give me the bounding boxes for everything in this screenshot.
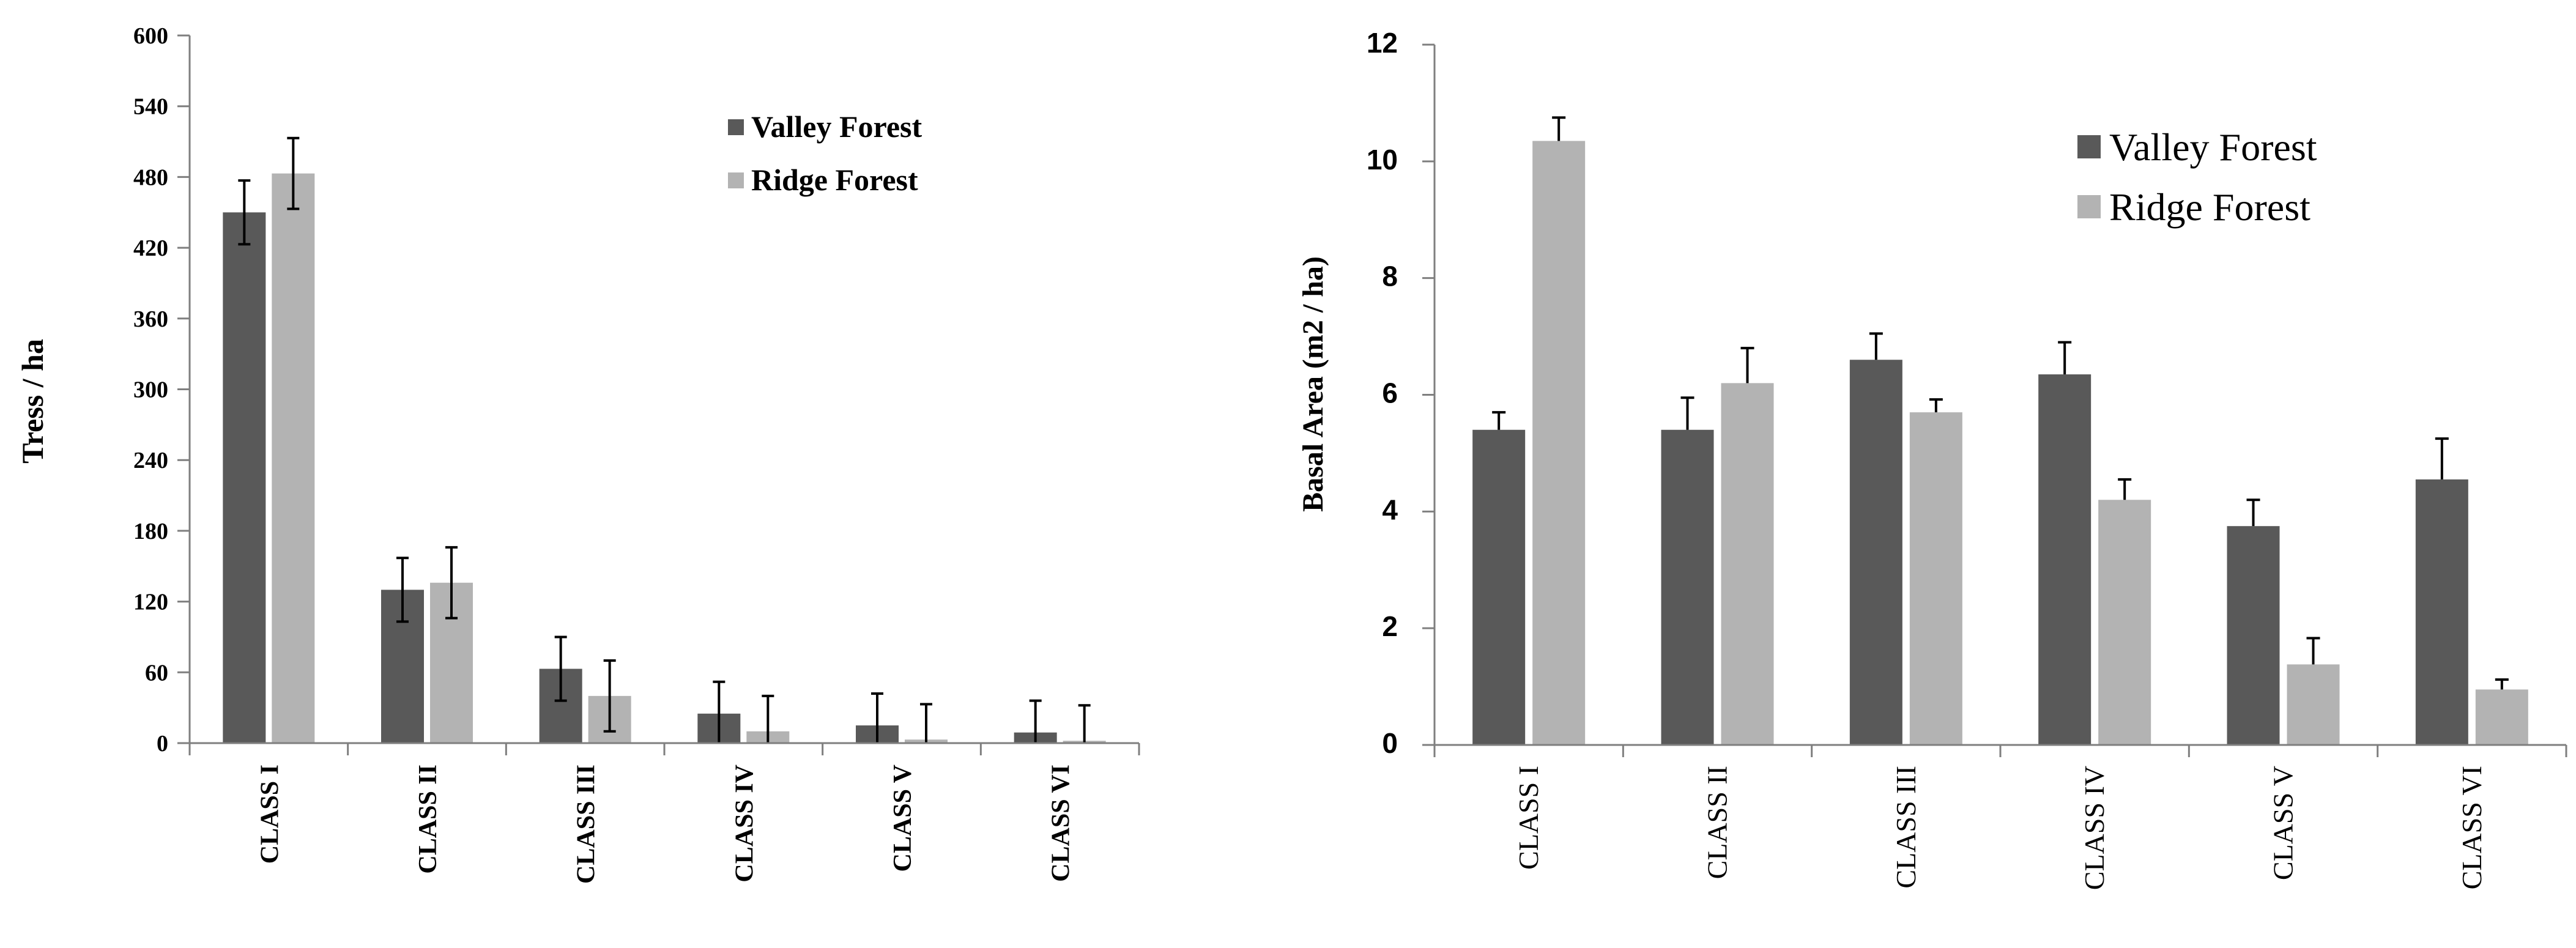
x-tick-label: CLASS IV — [2079, 766, 2110, 890]
legend: Valley Forest Ridge Forest — [2077, 125, 2317, 229]
legend-swatch-valley-forest — [728, 119, 744, 135]
y-tick-label: 420 — [133, 235, 168, 261]
bar-valley-forest — [1849, 360, 1902, 745]
y-tick-label: 10 — [1367, 144, 1398, 176]
trees-per-ha-chart: Tress / ha 0 60 120 180 240 300 360 420 480 540 60… — [15, 23, 1140, 884]
y-tick-label: 4 — [1382, 494, 1398, 525]
y-tick-label: 0 — [1382, 727, 1398, 759]
legend: Valley Forest Ridge Forest — [728, 109, 922, 197]
bar-valley-forest — [1472, 429, 1526, 745]
bar-ridge-forest — [1721, 383, 1774, 745]
y-tick-label: 600 — [133, 23, 168, 49]
y-axis-label: Tress / ha — [15, 339, 50, 464]
bars — [1472, 141, 2528, 745]
y-tick-label: 540 — [133, 94, 168, 120]
legend-label-valley-forest: Valley Forest — [751, 109, 922, 144]
y-axis-label: Basal Area (m2 / ha) — [1297, 256, 1329, 512]
bar-ridge-forest — [2287, 664, 2340, 745]
x-tick-label: CLASS VI — [1047, 765, 1075, 882]
legend-label-ridge-forest: Ridge Forest — [751, 163, 918, 197]
bars — [223, 173, 1106, 743]
y-tick-label: 180 — [133, 519, 168, 544]
bar-valley-forest — [2227, 526, 2280, 745]
y-tick-label: 300 — [133, 377, 168, 403]
x-tick-label: CLASS II — [414, 765, 442, 874]
bar-ridge-forest — [1532, 141, 1586, 745]
error-bars — [1492, 116, 2509, 690]
y-tick-label: 6 — [1382, 377, 1398, 409]
bar-ridge-forest — [2475, 689, 2528, 745]
legend-swatch-valley-forest — [2077, 135, 2101, 158]
axes — [1422, 43, 2567, 757]
x-tick-label: CLASS III — [573, 765, 601, 884]
x-tick-label: CLASS VI — [2456, 766, 2487, 889]
y-tick-labels: 0 2 4 6 8 10 12 — [1367, 27, 1398, 759]
x-tick-label: CLASS II — [1702, 766, 1733, 879]
x-tick-label: CLASS IV — [730, 765, 759, 883]
bar-valley-forest — [223, 212, 266, 743]
axes — [177, 34, 1140, 755]
y-tick-label: 8 — [1382, 261, 1398, 292]
y-tick-label: 2 — [1382, 610, 1398, 642]
y-tick-label: 480 — [133, 165, 168, 190]
y-tick-labels: 0 60 120 180 240 300 360 420 480 540 600 — [133, 23, 168, 757]
y-tick-label: 0 — [157, 731, 168, 757]
x-tick-labels: CLASS I CLASS II CLASS III CLASS IV CLASS V C… — [256, 765, 1075, 884]
error-bars — [238, 136, 1091, 743]
bar-valley-forest — [2038, 374, 2092, 745]
x-tick-label: CLASS V — [2268, 766, 2299, 880]
legend-label-ridge-forest: Ridge Forest — [2109, 185, 2311, 229]
x-tick-label: CLASS I — [256, 765, 284, 864]
y-tick-label: 60 — [145, 660, 168, 686]
bar-valley-forest — [2415, 479, 2468, 745]
legend-swatch-ridge-forest — [728, 172, 744, 188]
legend-swatch-ridge-forest — [2077, 195, 2101, 218]
bar-ridge-forest — [2098, 500, 2151, 745]
y-tick-label: 240 — [133, 448, 168, 473]
bar-ridge-forest — [1909, 412, 1962, 745]
x-tick-labels: CLASS I CLASS II CLASS III CLASS IV CLASS V C… — [1513, 766, 2487, 890]
x-tick-label: CLASS V — [889, 765, 917, 872]
legend-label-valley-forest: Valley Forest — [2109, 125, 2317, 169]
y-tick-label: 360 — [133, 306, 168, 332]
bar-valley-forest — [1661, 429, 1714, 745]
y-tick-label: 12 — [1367, 27, 1398, 59]
y-tick-label: 120 — [133, 590, 168, 615]
x-tick-label: CLASS I — [1513, 766, 1544, 870]
x-tick-label: CLASS III — [1890, 766, 1921, 889]
bar-ridge-forest — [272, 173, 315, 743]
